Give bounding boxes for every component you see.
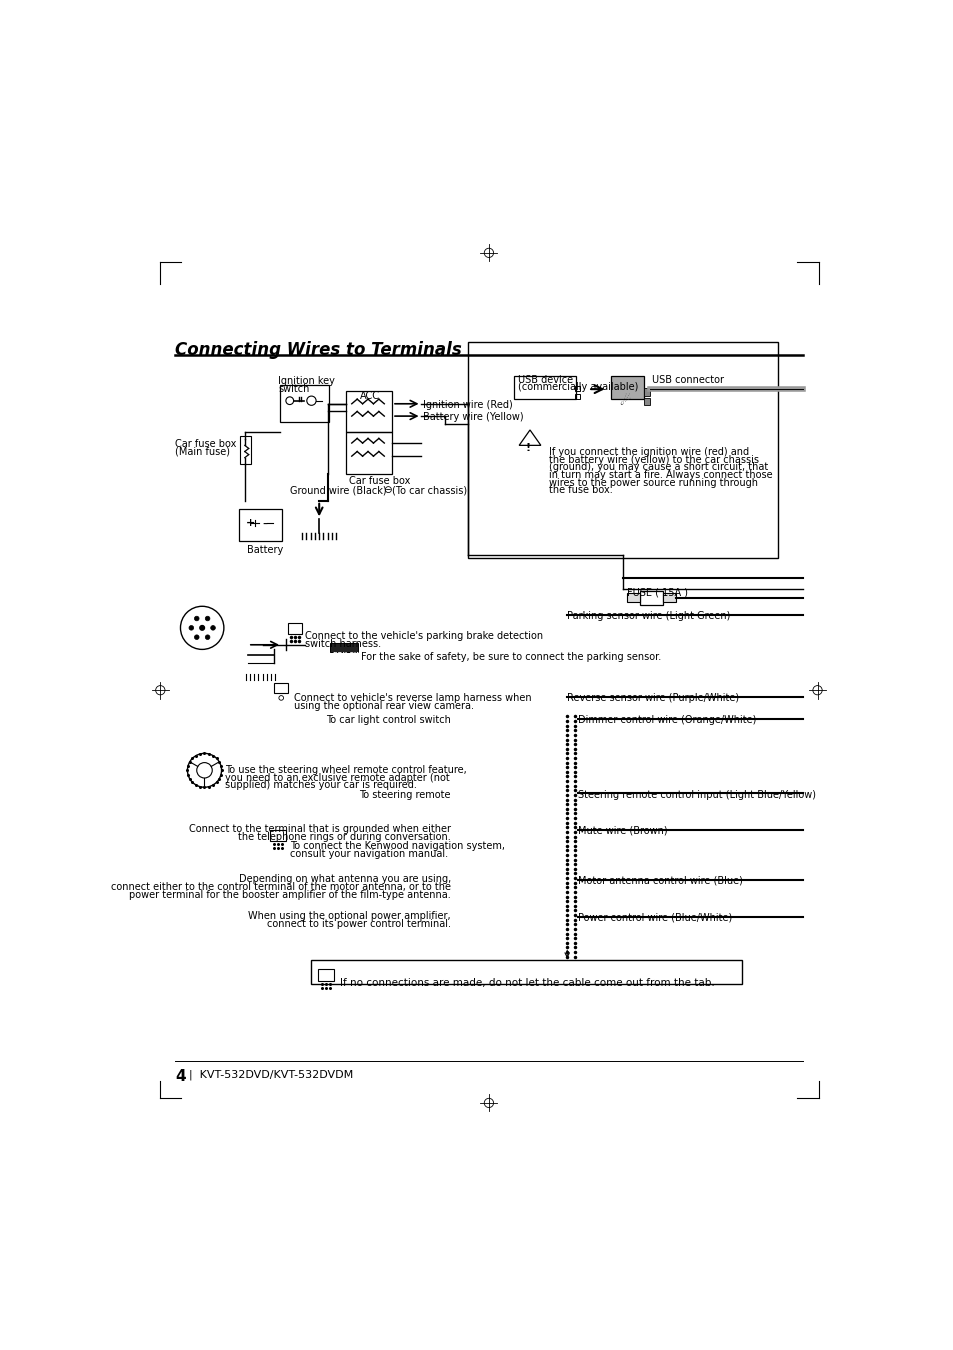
Text: Ignition key: Ignition key	[278, 377, 335, 386]
Text: For the sake of safety, be sure to connect the parking sensor.: For the sake of safety, be sure to conne…	[360, 652, 660, 662]
Text: !: !	[524, 443, 530, 454]
Circle shape	[194, 616, 199, 621]
Text: Battery wire (Yellow): Battery wire (Yellow)	[422, 412, 523, 423]
Text: the battery wire (yellow) to the car chassis: the battery wire (yellow) to the car cha…	[549, 455, 759, 464]
Text: Ground wire (Black): Ground wire (Black)	[290, 486, 386, 495]
Text: power terminal for the booster amplifier of the film-type antenna.: power terminal for the booster amplifier…	[129, 890, 451, 899]
Text: Steering remote control input (Light Blue/Yellow): Steering remote control input (Light Blu…	[578, 790, 815, 799]
Circle shape	[205, 634, 210, 640]
Text: To car light control switch: To car light control switch	[326, 716, 451, 725]
Text: Power control wire (Blue/White): Power control wire (Blue/White)	[578, 913, 732, 923]
Bar	[575, 394, 579, 400]
Text: Parking sensor wire (Light Green): Parking sensor wire (Light Green)	[567, 612, 730, 621]
Circle shape	[194, 634, 199, 640]
Text: supplied) matches your car is required.: supplied) matches your car is required.	[225, 780, 416, 790]
Bar	[643, 398, 649, 405]
Text: Connect to the vehicle's parking brake detection: Connect to the vehicle's parking brake d…	[305, 630, 543, 641]
Text: Battery: Battery	[247, 544, 283, 555]
Text: To steering remote: To steering remote	[359, 790, 451, 799]
Text: connect either to the control terminal of the motor antenna, or to the: connect either to the control terminal o…	[111, 882, 451, 892]
Text: in turn may start a fire. Always connect those: in turn may start a fire. Always connect…	[549, 470, 772, 481]
Circle shape	[211, 625, 215, 630]
Text: USB connector: USB connector	[652, 374, 723, 385]
Bar	[239, 509, 282, 541]
Bar	[274, 683, 288, 694]
Text: connect to its power control terminal.: connect to its power control terminal.	[267, 919, 451, 929]
Text: using the optional rear view camera.: using the optional rear view camera.	[294, 701, 473, 711]
Text: Dimmer control wire (Orange/White): Dimmer control wire (Orange/White)	[578, 716, 756, 725]
Text: USB device: USB device	[517, 374, 573, 385]
Text: switch: switch	[278, 383, 309, 394]
Text: FUSE ( 15A ): FUSE ( 15A )	[626, 587, 687, 598]
Text: |  KVT-532DVD/KVT-532DVDM: | KVT-532DVD/KVT-532DVDM	[189, 1069, 353, 1080]
Text: If no connections are made, do not let the cable come out from the tab.: If no connections are made, do not let t…	[340, 979, 714, 988]
Text: 4: 4	[174, 1069, 186, 1084]
Circle shape	[196, 763, 212, 778]
Circle shape	[205, 616, 210, 621]
Text: ⊖: ⊖	[382, 486, 391, 495]
Bar	[288, 624, 302, 634]
Text: switch harness.: switch harness.	[305, 639, 381, 648]
Bar	[280, 385, 328, 423]
Circle shape	[189, 625, 193, 630]
Text: Car fuse box: Car fuse box	[349, 477, 411, 486]
Bar	[643, 389, 649, 396]
Text: (ground), you may cause a short circuit, that: (ground), you may cause a short circuit,…	[549, 462, 768, 472]
Text: (Main fuse): (Main fuse)	[174, 447, 230, 456]
Bar	[345, 432, 392, 474]
Bar	[311, 960, 741, 984]
Text: Connecting Wires to Terminals: Connecting Wires to Terminals	[174, 340, 461, 359]
Text: ☄: ☄	[618, 394, 630, 408]
Text: Car fuse box: Car fuse box	[174, 439, 236, 450]
Text: -: -	[262, 518, 267, 532]
Bar	[330, 643, 357, 652]
Text: (commercially available): (commercially available)	[517, 382, 639, 393]
Text: Connect to the terminal that is grounded when either: Connect to the terminal that is grounded…	[189, 825, 451, 834]
Bar	[626, 593, 639, 602]
Bar	[270, 830, 286, 841]
Bar	[318, 969, 334, 980]
Bar	[468, 342, 778, 558]
Text: ACC: ACC	[359, 392, 379, 401]
Bar	[240, 436, 251, 464]
Text: wires to the power source running through: wires to the power source running throug…	[549, 478, 758, 487]
Bar	[345, 392, 392, 432]
Text: consult your navigation manual.: consult your navigation manual.	[290, 849, 447, 859]
Bar	[514, 377, 576, 400]
Text: you need to an exclusive remote adapter (not: you need to an exclusive remote adapter …	[225, 772, 450, 783]
Text: To use the steering wheel remote control feature,: To use the steering wheel remote control…	[225, 765, 467, 775]
Bar	[611, 377, 643, 400]
Text: Mute wire (Brown): Mute wire (Brown)	[578, 826, 667, 836]
Text: If you connect the ignition wire (red) and: If you connect the ignition wire (red) a…	[549, 447, 749, 456]
Bar	[662, 593, 676, 602]
Text: To connect the Kenwood navigation system,: To connect the Kenwood navigation system…	[290, 841, 504, 850]
Text: Connect to vehicle's reverse lamp harness when: Connect to vehicle's reverse lamp harnes…	[294, 694, 531, 703]
Text: (To car chassis): (To car chassis)	[392, 486, 467, 495]
Text: Depending on what antenna you are using,: Depending on what antenna you are using,	[238, 875, 451, 884]
Text: When using the optional power amplifier,: When using the optional power amplifier,	[248, 911, 451, 921]
Text: Reverse sensor wire (Purple/White): Reverse sensor wire (Purple/White)	[567, 694, 739, 703]
Polygon shape	[518, 429, 540, 446]
Text: Motor antenna control wire (Blue): Motor antenna control wire (Blue)	[578, 876, 742, 886]
Text: +: +	[245, 518, 254, 528]
Text: PRK SW: PRK SW	[333, 652, 361, 656]
Text: Ignition wire (Red): Ignition wire (Red)	[422, 400, 513, 410]
Circle shape	[199, 625, 204, 630]
Bar	[575, 386, 579, 391]
Bar	[639, 591, 662, 605]
Text: the fuse box.: the fuse box.	[549, 486, 613, 495]
Text: the telephone rings or during conversation.: the telephone rings or during conversati…	[238, 832, 451, 842]
